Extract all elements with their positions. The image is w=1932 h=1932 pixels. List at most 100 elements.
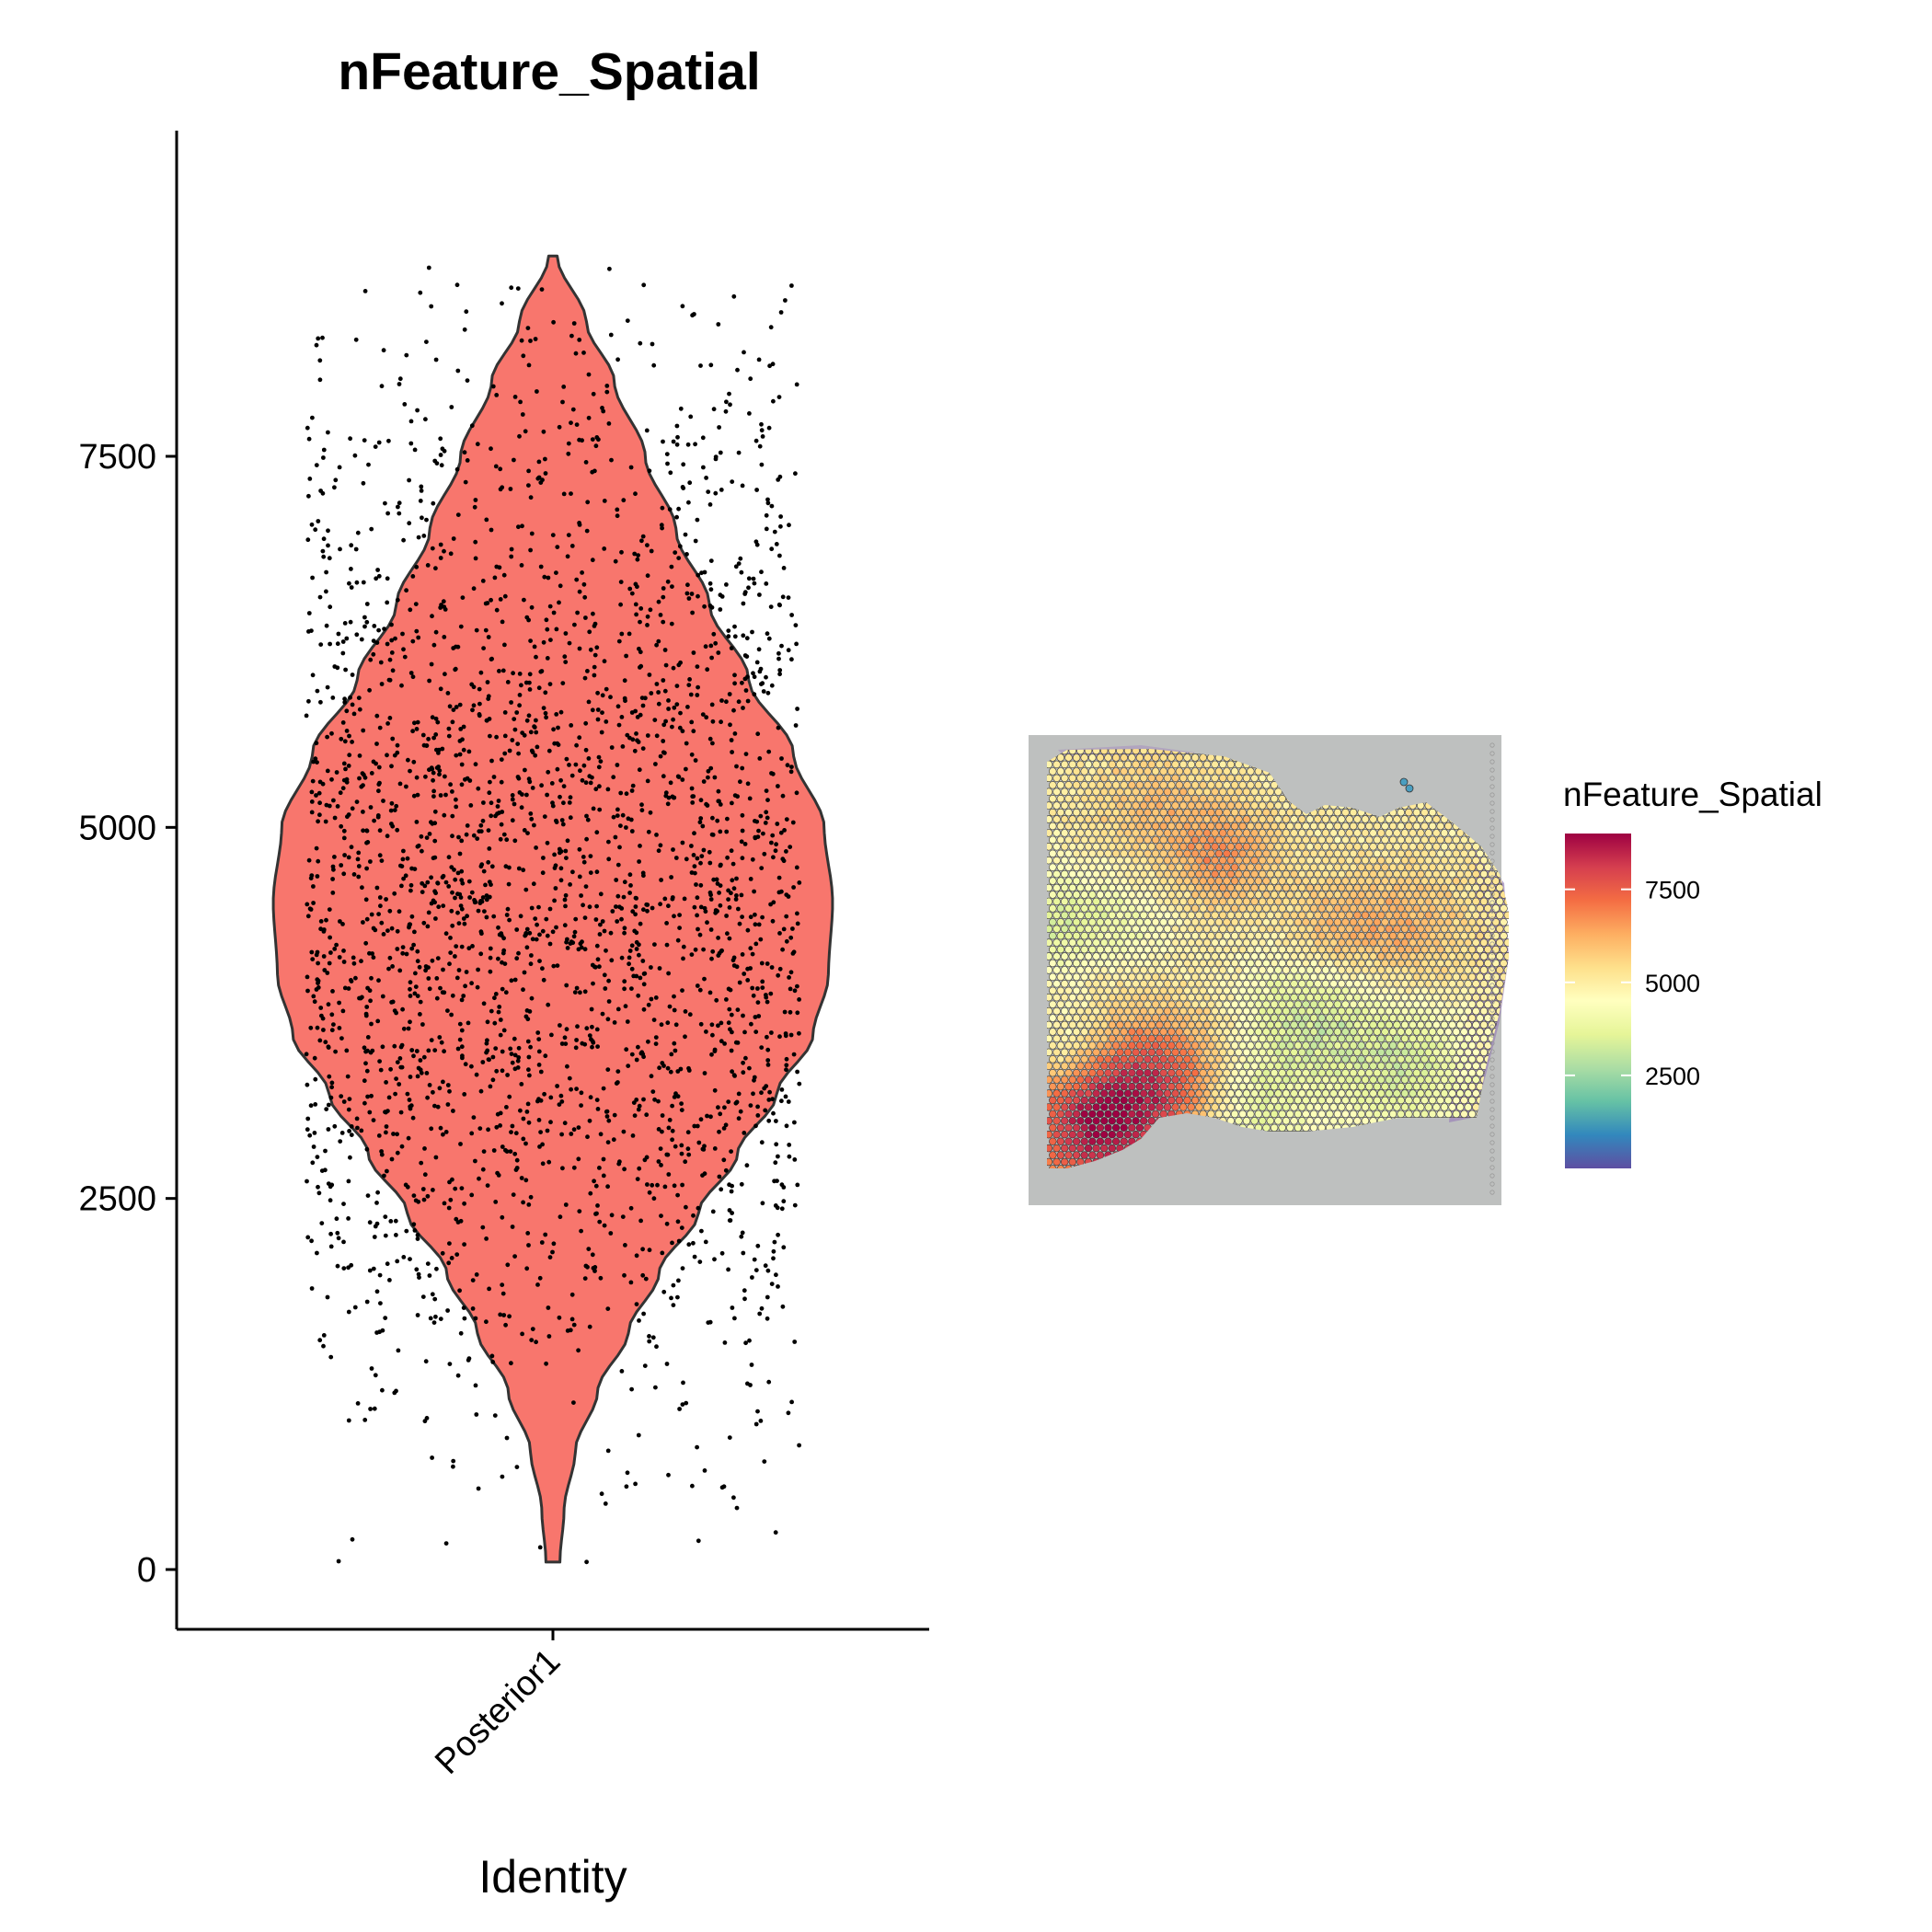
spot <box>1365 904 1374 913</box>
spot <box>1175 959 1184 968</box>
data-point <box>788 986 793 992</box>
data-point <box>776 656 781 661</box>
spot <box>1151 891 1160 899</box>
data-point <box>446 884 452 889</box>
data-point <box>551 610 557 615</box>
spot <box>1049 891 1057 899</box>
spot <box>1128 808 1136 817</box>
data-point <box>493 992 499 996</box>
data-point <box>411 1193 417 1198</box>
spot <box>1049 904 1057 913</box>
spot <box>1294 1000 1303 1008</box>
spot <box>1274 993 1282 1002</box>
data-point <box>475 442 480 447</box>
spot <box>1476 1000 1484 1008</box>
data-point <box>594 869 600 875</box>
spot <box>1317 822 1326 831</box>
data-point <box>329 1085 334 1090</box>
data-point <box>346 1107 351 1112</box>
data-point <box>624 1047 629 1052</box>
data-point <box>781 926 787 932</box>
data-point <box>518 399 523 405</box>
spot <box>1179 843 1188 851</box>
data-point <box>579 1228 583 1234</box>
data-point <box>552 852 557 857</box>
data-point <box>446 733 452 739</box>
data-point <box>340 639 346 644</box>
spot <box>1409 925 1417 933</box>
spot <box>1503 952 1509 960</box>
spot <box>1388 931 1397 940</box>
data-point <box>653 1385 658 1390</box>
data-point <box>750 1275 754 1280</box>
data-point <box>561 800 566 806</box>
data-point <box>574 1087 579 1091</box>
data-point <box>347 581 351 586</box>
spot <box>1250 815 1259 823</box>
data-point <box>357 776 362 781</box>
data-point <box>634 947 639 951</box>
data-point <box>509 546 514 552</box>
spot <box>1183 863 1191 871</box>
data-point <box>389 800 395 806</box>
spot <box>1111 918 1121 926</box>
data-point <box>749 1363 754 1367</box>
spot <box>1247 959 1255 968</box>
spot <box>1099 869 1109 879</box>
spot <box>1123 829 1133 837</box>
data-point <box>695 517 700 523</box>
data-point <box>478 822 484 828</box>
data-point <box>359 959 363 964</box>
data-point <box>522 970 527 975</box>
spot <box>1128 959 1136 968</box>
data-point <box>758 937 764 942</box>
spot <box>1440 883 1449 892</box>
data-point <box>390 999 396 1005</box>
spot <box>1393 897 1401 906</box>
data-point <box>617 904 622 910</box>
data-point <box>708 362 714 368</box>
data-point <box>566 451 571 456</box>
spot <box>1365 986 1374 995</box>
data-point <box>587 774 592 779</box>
spot <box>1111 959 1121 968</box>
spot <box>1195 774 1203 782</box>
spot <box>1424 897 1433 906</box>
data-point <box>424 835 430 840</box>
spot <box>1151 849 1160 857</box>
spot <box>1120 767 1128 776</box>
data-point <box>441 599 446 604</box>
data-point <box>681 486 686 490</box>
data-point <box>581 581 587 587</box>
data-point <box>374 713 380 719</box>
spot <box>1409 815 1417 823</box>
data-point <box>473 1383 478 1388</box>
spot <box>1444 918 1453 926</box>
spot <box>1199 972 1207 982</box>
data-point <box>403 873 408 879</box>
spot <box>1151 822 1160 831</box>
data-point <box>585 669 590 673</box>
data-point <box>423 1359 429 1364</box>
data-point <box>415 844 420 849</box>
data-point <box>765 1316 770 1321</box>
data-point <box>588 1190 593 1196</box>
data-point <box>536 1118 542 1122</box>
spot <box>1393 938 1401 947</box>
spot <box>1472 966 1480 974</box>
data-point <box>340 720 346 725</box>
spot <box>1250 883 1259 892</box>
data-point <box>772 1179 776 1184</box>
data-point <box>787 975 791 980</box>
data-point <box>507 748 512 753</box>
data-point <box>432 1103 437 1109</box>
data-point <box>594 1027 600 1032</box>
data-point <box>693 442 697 447</box>
data-point <box>529 953 534 958</box>
spot <box>1076 829 1085 837</box>
spot <box>1329 911 1338 919</box>
spot <box>1326 972 1334 982</box>
data-point <box>744 1163 750 1168</box>
data-point <box>401 647 406 652</box>
data-point <box>753 438 759 443</box>
